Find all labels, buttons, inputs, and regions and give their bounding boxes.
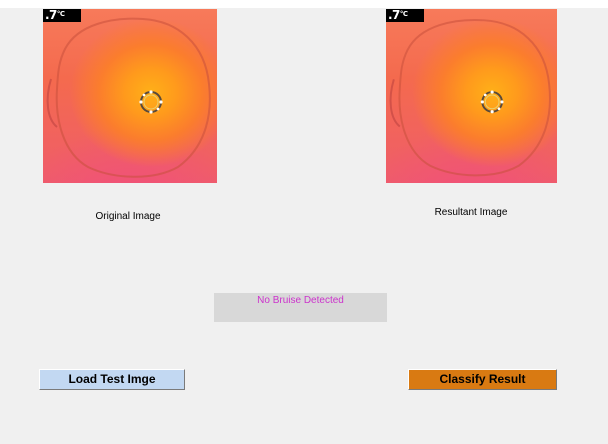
fruit-outline-overlay: [389, 19, 551, 177]
resultant-thermal-image: .7°C: [386, 9, 557, 183]
classify-result-button[interactable]: Classify Result: [408, 369, 557, 390]
temperature-badge: .7°C: [43, 9, 81, 22]
load-test-image-button[interactable]: Load Test Imge: [39, 369, 185, 390]
status-text: No Bruise Detected: [257, 295, 344, 306]
resultant-image-caption: Resultant Image: [434, 207, 508, 218]
original-image-caption: Original Image: [95, 211, 161, 222]
temperature-badge: .7°C: [386, 9, 424, 22]
spot-marker-icon: [480, 90, 504, 114]
original-thermal-image: .7°C: [43, 9, 217, 183]
top-border: [0, 0, 608, 8]
spot-marker-icon: [139, 90, 163, 114]
status-text-box: No Bruise Detected: [214, 293, 387, 322]
fruit-outline-overlay: [46, 17, 211, 178]
